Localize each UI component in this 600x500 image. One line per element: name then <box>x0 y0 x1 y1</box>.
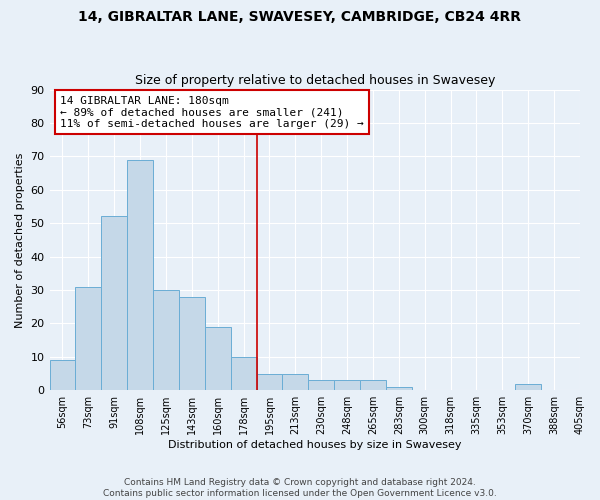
Bar <box>76 286 101 390</box>
Bar <box>205 326 230 390</box>
Y-axis label: Number of detached properties: Number of detached properties <box>15 152 25 328</box>
Bar <box>153 290 179 390</box>
X-axis label: Distribution of detached houses by size in Swavesey: Distribution of detached houses by size … <box>168 440 461 450</box>
Text: Contains HM Land Registry data © Crown copyright and database right 2024.
Contai: Contains HM Land Registry data © Crown c… <box>103 478 497 498</box>
Text: 14 GIBRALTAR LANE: 180sqm
← 89% of detached houses are smaller (241)
11% of semi: 14 GIBRALTAR LANE: 180sqm ← 89% of detac… <box>60 96 364 129</box>
Bar <box>50 360 76 390</box>
Bar <box>360 380 386 390</box>
Bar <box>386 387 412 390</box>
Bar <box>283 374 308 390</box>
Bar <box>179 296 205 390</box>
Bar <box>308 380 334 390</box>
Bar <box>101 216 127 390</box>
Text: 14, GIBRALTAR LANE, SWAVESEY, CAMBRIDGE, CB24 4RR: 14, GIBRALTAR LANE, SWAVESEY, CAMBRIDGE,… <box>79 10 521 24</box>
Title: Size of property relative to detached houses in Swavesey: Size of property relative to detached ho… <box>134 74 495 87</box>
Bar <box>127 160 153 390</box>
Bar <box>334 380 360 390</box>
Bar <box>230 357 257 390</box>
Bar <box>515 384 541 390</box>
Bar <box>257 374 283 390</box>
